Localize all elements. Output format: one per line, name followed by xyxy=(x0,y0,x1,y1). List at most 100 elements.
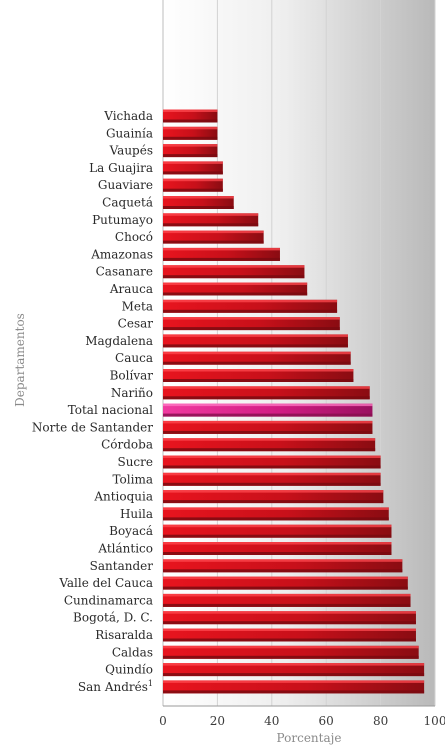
bar-shadow-edge xyxy=(163,430,373,434)
x-axis-title: Porcentaje xyxy=(277,731,342,745)
category-label: Quindío xyxy=(105,663,153,677)
category-label: Nariño xyxy=(111,386,153,400)
bar-shadow-edge xyxy=(163,569,403,573)
bar xyxy=(163,645,419,659)
bar-shadow-edge xyxy=(163,655,419,659)
category-label: Bolívar xyxy=(110,369,154,383)
bar-item xyxy=(163,386,370,400)
bar-item xyxy=(163,542,392,555)
category-label: Amazonas xyxy=(90,247,153,261)
bar xyxy=(163,507,389,521)
bar xyxy=(163,593,411,607)
bar-highlight-edge xyxy=(163,576,408,580)
category-label: Sucre xyxy=(117,455,153,469)
bar-highlight-edge xyxy=(163,386,370,389)
bar-shadow-edge xyxy=(163,275,305,279)
bar-shadow-edge xyxy=(163,379,354,382)
bar xyxy=(163,144,218,158)
bar-item xyxy=(163,369,354,382)
bar-shadow-edge xyxy=(163,171,223,175)
bar-item xyxy=(163,196,234,209)
bar-item xyxy=(163,455,381,469)
bar-shadow-edge xyxy=(163,465,381,469)
bar xyxy=(163,420,373,434)
category-label: San Andrés1 xyxy=(78,679,153,694)
bar-highlight-edge xyxy=(163,247,280,251)
bar-highlight-edge xyxy=(163,144,218,147)
bar-highlight-edge xyxy=(163,334,348,337)
bar-item xyxy=(163,663,425,677)
category-label: Chocó xyxy=(115,230,153,244)
bar-item xyxy=(163,230,264,244)
category-label: Antioquia xyxy=(93,490,153,504)
bar-shadow-edge xyxy=(163,292,308,296)
bar-highlight-edge xyxy=(163,455,381,458)
category-label: Cundinamarca xyxy=(64,593,153,607)
category-label: Total nacional xyxy=(68,403,153,417)
bar xyxy=(163,455,381,469)
category-label: Meta xyxy=(122,299,153,313)
bar-item xyxy=(163,420,373,434)
bar-item xyxy=(163,299,338,313)
bar xyxy=(163,196,234,209)
bar xyxy=(163,438,376,452)
bar-shadow-edge xyxy=(163,240,264,244)
category-label: Guainía xyxy=(106,126,153,140)
bar-shadow-edge xyxy=(163,673,425,677)
bar xyxy=(163,334,348,348)
bar-shadow-edge xyxy=(163,638,416,642)
bar xyxy=(163,611,416,625)
bar-shadow-edge xyxy=(163,534,392,538)
category-label: Vaupés xyxy=(109,144,153,158)
bar-highlight-edge xyxy=(163,109,218,112)
bar-highlight-edge xyxy=(163,593,411,597)
bar-shadow-edge xyxy=(163,448,376,452)
bar-item xyxy=(163,611,416,625)
x-tick-label: 80 xyxy=(373,714,388,728)
bar xyxy=(163,576,408,590)
bar-highlight-edge xyxy=(163,420,373,424)
bar xyxy=(163,663,425,677)
bar-highlight-edge xyxy=(163,524,392,528)
category-label: Santander xyxy=(90,559,154,573)
bar-highlight-edge xyxy=(163,317,340,320)
bar-item xyxy=(163,144,218,158)
bar-item xyxy=(163,334,348,348)
bar-item xyxy=(163,161,223,175)
bar-highlight-edge xyxy=(163,126,218,130)
bar-highlight-edge xyxy=(163,196,234,199)
bar-shadow-edge xyxy=(163,482,381,486)
bar xyxy=(163,230,264,244)
bar-item xyxy=(163,576,408,590)
bar-shadow-edge xyxy=(163,413,373,417)
bar-highlight-edge xyxy=(163,680,425,683)
bar-shadow-edge xyxy=(163,552,392,555)
bar xyxy=(163,472,381,486)
bar xyxy=(163,403,373,417)
bar-highlight-edge xyxy=(163,559,403,562)
bar-item xyxy=(163,126,218,140)
bar-highlight-edge xyxy=(163,628,416,631)
bar-highlight-edge xyxy=(163,663,425,666)
bar xyxy=(163,109,218,123)
bar xyxy=(163,386,370,400)
bar-highlight-edge xyxy=(163,282,308,285)
bar xyxy=(163,213,259,227)
bar-highlight-edge xyxy=(163,178,223,182)
bar-shadow-edge xyxy=(163,119,218,123)
x-tick-label: 40 xyxy=(264,714,279,728)
bar-shadow-edge xyxy=(163,327,340,331)
category-label: Magdalena xyxy=(85,334,153,348)
bar-item xyxy=(163,213,259,227)
bar-item xyxy=(163,265,305,279)
bar-shadow-edge xyxy=(163,136,218,140)
bar-highlight-edge xyxy=(163,507,389,510)
bar xyxy=(163,161,223,175)
bar-item xyxy=(163,109,218,123)
category-labels: Vichada Guainía Vaupés La Guajira Guaviare Ca… xyxy=(32,109,153,694)
bar-highlight-edge xyxy=(163,299,338,303)
bar-highlight-edge xyxy=(163,645,419,649)
bar-item xyxy=(163,593,411,607)
bar xyxy=(163,282,308,296)
